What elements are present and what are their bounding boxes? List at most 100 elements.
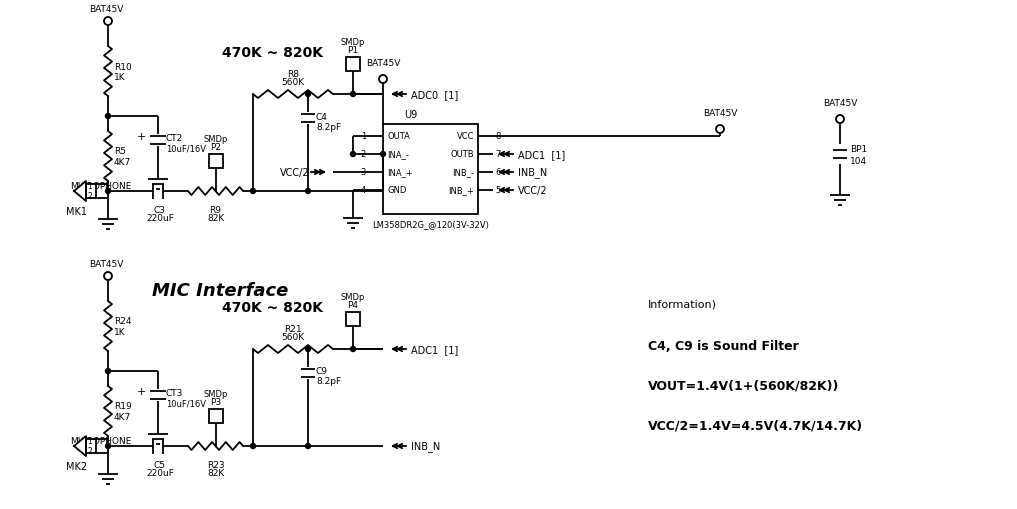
Text: 2: 2 bbox=[87, 446, 92, 456]
Polygon shape bbox=[74, 182, 86, 202]
Text: VCC/2=1.4V=4.5V(4.7K/14.7K): VCC/2=1.4V=4.5V(4.7K/14.7K) bbox=[648, 419, 863, 432]
Circle shape bbox=[250, 444, 255, 448]
Text: 7: 7 bbox=[495, 150, 500, 159]
Text: 1: 1 bbox=[87, 437, 92, 445]
Text: BAT45V: BAT45V bbox=[88, 5, 123, 14]
Text: SMDp: SMDp bbox=[341, 293, 365, 301]
Text: 2: 2 bbox=[87, 192, 92, 201]
Circle shape bbox=[305, 444, 310, 448]
Text: 104: 104 bbox=[850, 157, 868, 166]
Text: 5: 5 bbox=[495, 186, 500, 195]
Text: VCC: VCC bbox=[457, 132, 474, 141]
Text: Information): Information) bbox=[648, 299, 717, 309]
Text: MK1: MK1 bbox=[66, 207, 87, 216]
Text: C3: C3 bbox=[154, 206, 166, 215]
Text: 560K: 560K bbox=[282, 78, 304, 87]
Text: LM358DR2G_@120(3V-32V): LM358DR2G_@120(3V-32V) bbox=[372, 219, 489, 229]
Text: GND: GND bbox=[387, 186, 407, 195]
Text: VOUT=1.4V(1+(560K/82K)): VOUT=1.4V(1+(560K/82K)) bbox=[648, 379, 839, 392]
Text: BAT45V: BAT45V bbox=[366, 59, 400, 68]
Bar bbox=[346, 313, 360, 326]
Text: INB_N: INB_N bbox=[518, 167, 547, 178]
Circle shape bbox=[351, 347, 356, 352]
Text: INB_N: INB_N bbox=[411, 441, 440, 451]
Text: +: + bbox=[136, 132, 146, 142]
Text: 220uF: 220uF bbox=[146, 468, 174, 477]
Text: BAT45V: BAT45V bbox=[823, 99, 857, 108]
Text: VCC/2: VCC/2 bbox=[518, 186, 547, 195]
Text: 470K ~ 820K: 470K ~ 820K bbox=[223, 46, 323, 60]
Bar bbox=[86, 185, 96, 199]
Text: 4K7: 4K7 bbox=[114, 413, 131, 421]
Text: 82K: 82K bbox=[206, 214, 224, 222]
Text: INB_-: INB_- bbox=[452, 168, 474, 177]
Text: VCC/2: VCC/2 bbox=[281, 167, 310, 178]
Polygon shape bbox=[74, 436, 86, 456]
Text: R10: R10 bbox=[114, 63, 132, 71]
Text: R24: R24 bbox=[114, 317, 131, 326]
Text: C4: C4 bbox=[316, 112, 327, 121]
Text: SMDp: SMDp bbox=[203, 389, 228, 398]
Circle shape bbox=[106, 115, 111, 119]
Text: 2: 2 bbox=[361, 150, 366, 159]
Circle shape bbox=[305, 347, 310, 352]
Bar bbox=[346, 58, 360, 72]
Text: 470K ~ 820K: 470K ~ 820K bbox=[223, 300, 323, 315]
Text: 8.2pF: 8.2pF bbox=[316, 122, 341, 131]
Text: OUTA: OUTA bbox=[387, 132, 410, 141]
Text: R5: R5 bbox=[114, 147, 126, 156]
Text: P4: P4 bbox=[348, 300, 359, 309]
Text: R8: R8 bbox=[287, 70, 299, 79]
Text: R23: R23 bbox=[206, 460, 225, 469]
Text: 6: 6 bbox=[495, 168, 500, 177]
Text: BAT45V: BAT45V bbox=[88, 260, 123, 268]
Text: MK2: MK2 bbox=[66, 461, 87, 471]
Text: P3: P3 bbox=[210, 397, 221, 406]
Text: 82K: 82K bbox=[206, 468, 224, 477]
Text: 8.2pF: 8.2pF bbox=[316, 377, 341, 386]
Text: C5: C5 bbox=[154, 460, 166, 469]
Circle shape bbox=[351, 152, 356, 157]
Text: R9: R9 bbox=[210, 206, 222, 215]
Text: MICROPHONE: MICROPHONE bbox=[70, 437, 131, 445]
Text: ADC1  [1]: ADC1 [1] bbox=[411, 344, 459, 354]
Text: INB_+: INB_+ bbox=[448, 186, 474, 195]
Text: 4K7: 4K7 bbox=[114, 158, 131, 167]
Text: MICROPHONE: MICROPHONE bbox=[70, 182, 131, 191]
Circle shape bbox=[305, 189, 310, 194]
Text: 10uF/16V: 10uF/16V bbox=[166, 399, 206, 408]
Text: 220uF: 220uF bbox=[146, 214, 174, 222]
Circle shape bbox=[250, 189, 255, 194]
Bar bbox=[86, 439, 96, 453]
Circle shape bbox=[106, 444, 111, 448]
Text: 8: 8 bbox=[495, 132, 500, 141]
Bar bbox=[383, 125, 478, 215]
Circle shape bbox=[106, 369, 111, 374]
Circle shape bbox=[106, 189, 111, 194]
Text: U9: U9 bbox=[404, 110, 417, 120]
Text: OUTB: OUTB bbox=[451, 150, 474, 159]
Text: C9: C9 bbox=[316, 367, 328, 376]
Text: CT2: CT2 bbox=[166, 134, 183, 143]
Text: ADC0  [1]: ADC0 [1] bbox=[411, 90, 459, 100]
Text: C4, C9 is Sound Filter: C4, C9 is Sound Filter bbox=[648, 340, 798, 352]
Text: P2: P2 bbox=[210, 143, 221, 152]
Text: CT3: CT3 bbox=[166, 389, 183, 398]
Text: INA_-: INA_- bbox=[387, 150, 409, 159]
Text: 1: 1 bbox=[361, 132, 366, 141]
Text: P1: P1 bbox=[348, 46, 359, 55]
Text: R21: R21 bbox=[284, 324, 302, 333]
Bar bbox=[208, 155, 223, 168]
Text: 1: 1 bbox=[87, 182, 92, 191]
Text: 560K: 560K bbox=[282, 332, 304, 342]
Text: BAT45V: BAT45V bbox=[703, 109, 737, 118]
Circle shape bbox=[380, 152, 385, 157]
Text: 1K: 1K bbox=[114, 328, 126, 337]
Text: ADC1  [1]: ADC1 [1] bbox=[518, 150, 565, 160]
Text: 4: 4 bbox=[361, 186, 366, 195]
Text: MIC Interface: MIC Interface bbox=[152, 281, 289, 299]
Text: 3: 3 bbox=[361, 168, 366, 177]
Text: SMDp: SMDp bbox=[341, 38, 365, 47]
Text: BP1: BP1 bbox=[850, 145, 868, 154]
Text: SMDp: SMDp bbox=[203, 135, 228, 144]
